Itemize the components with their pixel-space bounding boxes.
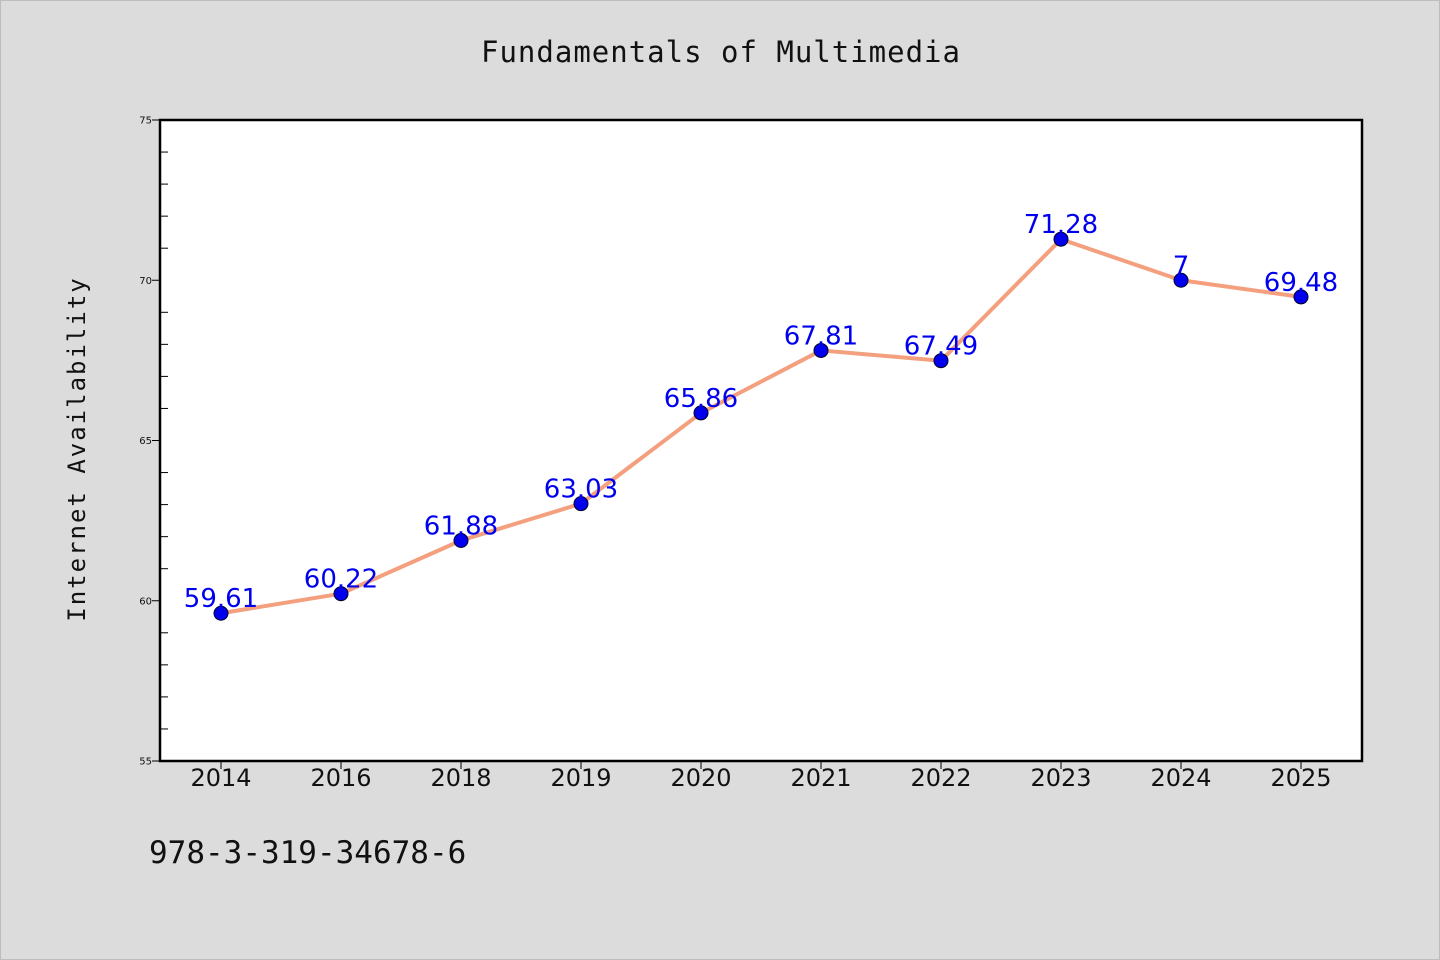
x-tick-label: 2025 <box>1270 764 1331 792</box>
x-tick-label: 2021 <box>790 764 851 792</box>
data-label: 60.22 <box>304 565 378 595</box>
chart-title: Fundamentals of Multimedia <box>481 35 961 69</box>
data-point <box>573 496 589 512</box>
data-point <box>333 586 349 602</box>
data-point <box>813 342 829 358</box>
plot-frame <box>158 118 1364 763</box>
x-tick-label: 2014 <box>190 764 251 792</box>
data-point <box>453 532 469 548</box>
y-tick-label: 70 <box>139 276 152 287</box>
data-label: 63.03 <box>544 475 618 505</box>
footer-isbn: 978-3-319-34678-6 <box>149 835 467 871</box>
x-tick-label: 2024 <box>1150 764 1211 792</box>
x-tick-label: 2016 <box>310 764 371 792</box>
data-label: 67.81 <box>784 321 858 351</box>
data-point <box>693 405 709 421</box>
y-tick-label: 55 <box>139 757 152 768</box>
data-label: 67.49 <box>904 332 978 362</box>
data-point <box>1293 289 1309 305</box>
x-tick-label: 2018 <box>430 764 491 792</box>
x-tick-label: 2020 <box>670 764 731 792</box>
data-point <box>1173 272 1189 288</box>
data-label: 7 <box>1173 251 1190 281</box>
data-point <box>1053 231 1069 247</box>
y-tick-label: 60 <box>139 596 152 607</box>
data-point <box>213 605 229 621</box>
x-tick-label: 2019 <box>550 764 611 792</box>
data-label: 65.86 <box>664 384 738 414</box>
x-tick-label: 2023 <box>1030 764 1091 792</box>
series-line <box>219 237 1303 616</box>
y-tick-label: 65 <box>139 436 152 447</box>
plot-area <box>160 120 1362 761</box>
data-label: 61.88 <box>424 511 498 541</box>
data-label: 59.61 <box>184 584 258 614</box>
data-point <box>933 353 949 369</box>
y-tick-label: 75 <box>139 116 152 127</box>
x-tick-label: 2022 <box>910 764 971 792</box>
data-label: 69.48 <box>1264 268 1338 298</box>
data-label: 71.28 <box>1024 210 1098 240</box>
